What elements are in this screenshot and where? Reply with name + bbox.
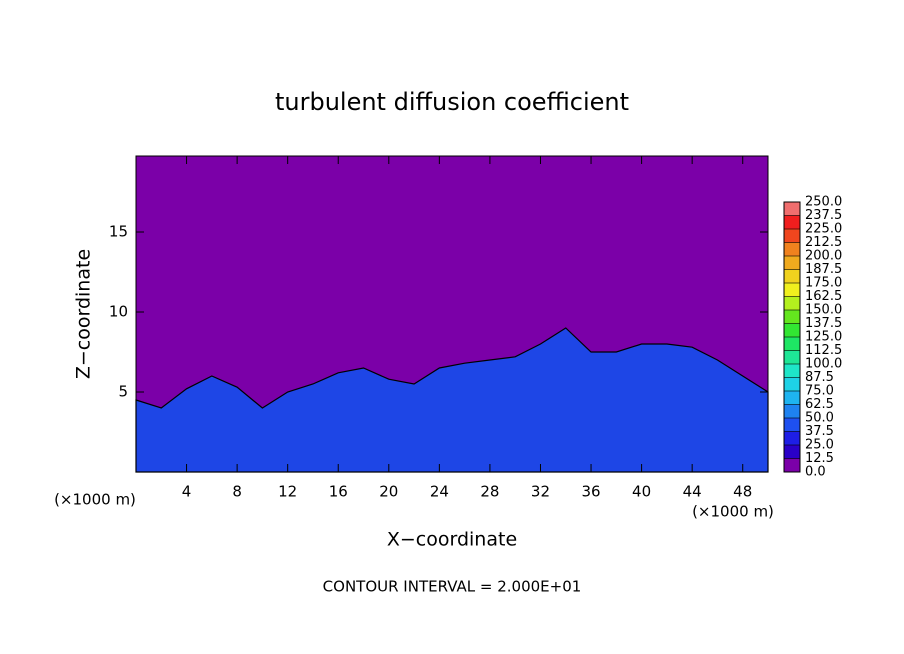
colorbar-band	[784, 202, 800, 216]
plot-frame	[135, 155, 769, 473]
colorbar-band	[784, 256, 800, 270]
colorbar-band	[784, 404, 800, 418]
colorbar-label: 225.0	[805, 222, 842, 237]
colorbar-band	[784, 337, 800, 351]
colorbar-label: 112.5	[805, 343, 842, 358]
x-tick-label: 16	[329, 483, 348, 501]
colorbar-label: 187.5	[805, 262, 842, 277]
colorbar-label: 37.5	[805, 424, 834, 439]
y-tick-label: 10	[109, 303, 128, 321]
colorbar-label: 200.0	[805, 249, 842, 264]
colorbar-label: 100.0	[805, 357, 842, 372]
y-axis-label: Z−coordinate	[73, 249, 95, 379]
colorbar-label: 0.0	[805, 465, 826, 480]
colorbar-band	[784, 391, 800, 405]
colorbar-band	[784, 431, 800, 445]
colorbar-band	[784, 215, 800, 229]
x-unit: (×1000 m)	[54, 491, 136, 509]
colorbar-label: 125.0	[805, 330, 842, 345]
x-tick-label: 40	[632, 483, 651, 501]
x-tick-label: 36	[581, 483, 600, 501]
colorbar-label: 250.0	[805, 195, 842, 210]
colorbar-band	[784, 418, 800, 432]
colorbar-band	[784, 229, 800, 243]
x-tick-label: 32	[531, 483, 550, 501]
colorbar-band	[784, 283, 800, 297]
colorbar-label: 237.5	[805, 208, 842, 223]
x-tick-label: 44	[683, 483, 702, 501]
x-tick-label: 28	[480, 483, 499, 501]
x-tick-label: 12	[278, 483, 297, 501]
x-tick-label: 20	[379, 483, 398, 501]
y-tick-label: 5	[118, 383, 128, 401]
colorbar-label: 212.5	[805, 235, 842, 250]
colorbar-label: 162.5	[805, 289, 842, 304]
x-tick-label: 8	[232, 483, 242, 501]
colorbar-band	[784, 310, 800, 324]
colorbar-band	[784, 269, 800, 283]
contour-note: CONTOUR INTERVAL = 2.000E+01	[323, 578, 582, 596]
turbulent-layer	[135, 327, 769, 473]
y-tick-label: 15	[109, 223, 128, 241]
colorbar-band	[784, 445, 800, 459]
colorbar-label: 150.0	[805, 303, 842, 318]
colorbar-label: 50.0	[805, 411, 834, 426]
colorbar-band	[784, 323, 800, 337]
colorbar-band	[784, 242, 800, 256]
colorbar-band	[784, 377, 800, 391]
colorbar-label: 25.0	[805, 438, 834, 453]
colorbar-band	[784, 350, 800, 364]
x-tick-label: 4	[182, 483, 192, 501]
x-axis-label: X−coordinate	[387, 529, 517, 551]
colorbar-band	[784, 364, 800, 378]
colorbar-band	[784, 296, 800, 310]
x-unit: (×1000 m)	[692, 503, 774, 521]
chart-title: turbulent diffusion coefficient	[275, 88, 629, 116]
x-tick-label: 24	[430, 483, 449, 501]
colorbar-label: 75.0	[805, 384, 834, 399]
colorbar-band	[784, 458, 800, 472]
colorbar-label: 175.0	[805, 276, 842, 291]
colorbar-label: 137.5	[805, 316, 842, 331]
colorbar-label: 62.5	[805, 397, 834, 412]
colorbar-label: 87.5	[805, 370, 834, 385]
colorbar-label: 12.5	[805, 451, 834, 466]
x-tick-label: 48	[733, 483, 752, 501]
